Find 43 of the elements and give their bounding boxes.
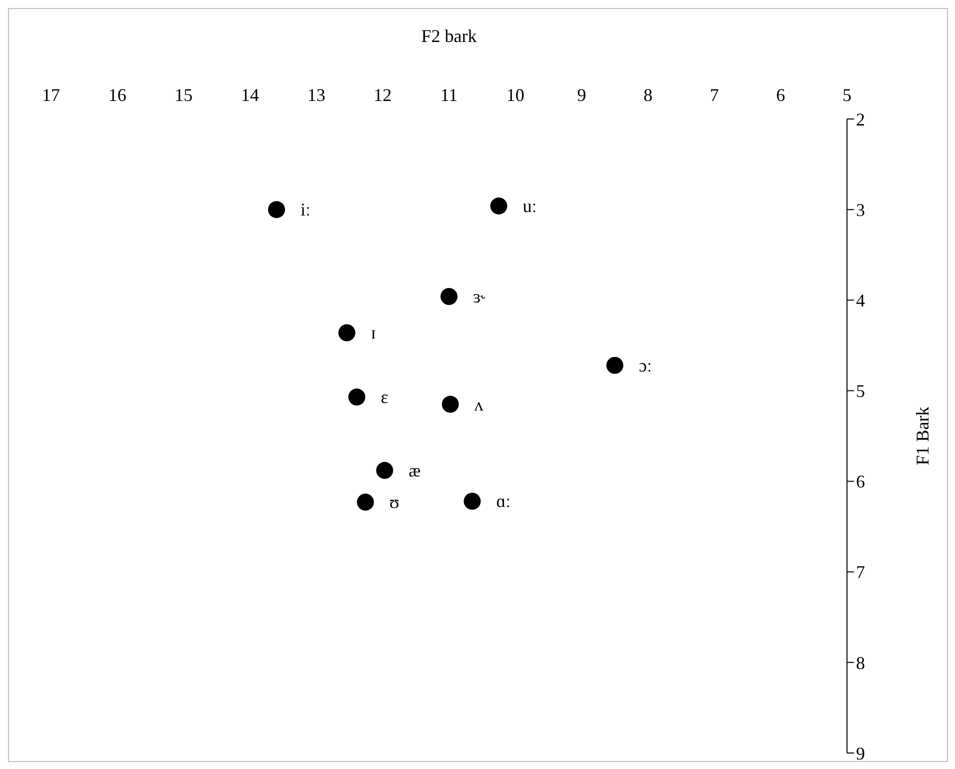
annotation: ɔː — [638, 355, 652, 376]
annotation: iː — [300, 200, 311, 220]
x-tick-label: 8 — [644, 85, 652, 105]
x-tick-label: 10 — [506, 85, 524, 105]
x-tick-label: 12 — [374, 85, 392, 105]
point — [268, 201, 286, 218]
point — [464, 492, 481, 510]
x-tick-label: 5 — [842, 85, 852, 105]
point — [338, 324, 356, 342]
y-tick-label: 7 — [856, 562, 865, 582]
x-tick-label: 17 — [42, 85, 60, 105]
x-tick-label: 7 — [710, 85, 719, 105]
y-tick-label: 2 — [856, 109, 865, 130]
y-tick-label: 4 — [856, 290, 865, 311]
point — [440, 288, 458, 306]
x-tick-label: 15 — [174, 85, 193, 105]
point — [606, 356, 624, 374]
y-tick-label: 5 — [856, 381, 865, 402]
y-tick-label: 9 — [856, 743, 865, 764]
x-tick-label: 13 — [307, 85, 326, 105]
point — [376, 462, 394, 479]
annotation: ʌ — [474, 394, 484, 414]
y-tick-label: 3 — [856, 200, 865, 220]
point — [490, 197, 508, 214]
annotation: æ — [408, 460, 421, 480]
y-axis-title: F1 Bark — [912, 406, 932, 466]
x-tick-label: 6 — [776, 85, 786, 105]
point — [442, 396, 459, 413]
annotation: ɑː — [496, 491, 511, 512]
annotation: ɪ — [370, 322, 376, 343]
x-tick-label: 14 — [241, 85, 259, 105]
point — [348, 388, 366, 406]
annotation: ʊ — [389, 492, 400, 512]
point — [356, 494, 374, 511]
annotation: uː — [522, 196, 537, 216]
x-tick-label: 9 — [577, 85, 586, 105]
x-axis-title: F2 bark — [421, 26, 477, 46]
annotation: ɛ — [380, 387, 389, 408]
x-tick-label: 16 — [108, 85, 126, 105]
y-tick-label: 6 — [856, 472, 865, 492]
y-tick-label: 8 — [856, 652, 865, 673]
x-tick-label: 11 — [440, 85, 458, 105]
annotation: ɜ˞ — [473, 286, 487, 307]
